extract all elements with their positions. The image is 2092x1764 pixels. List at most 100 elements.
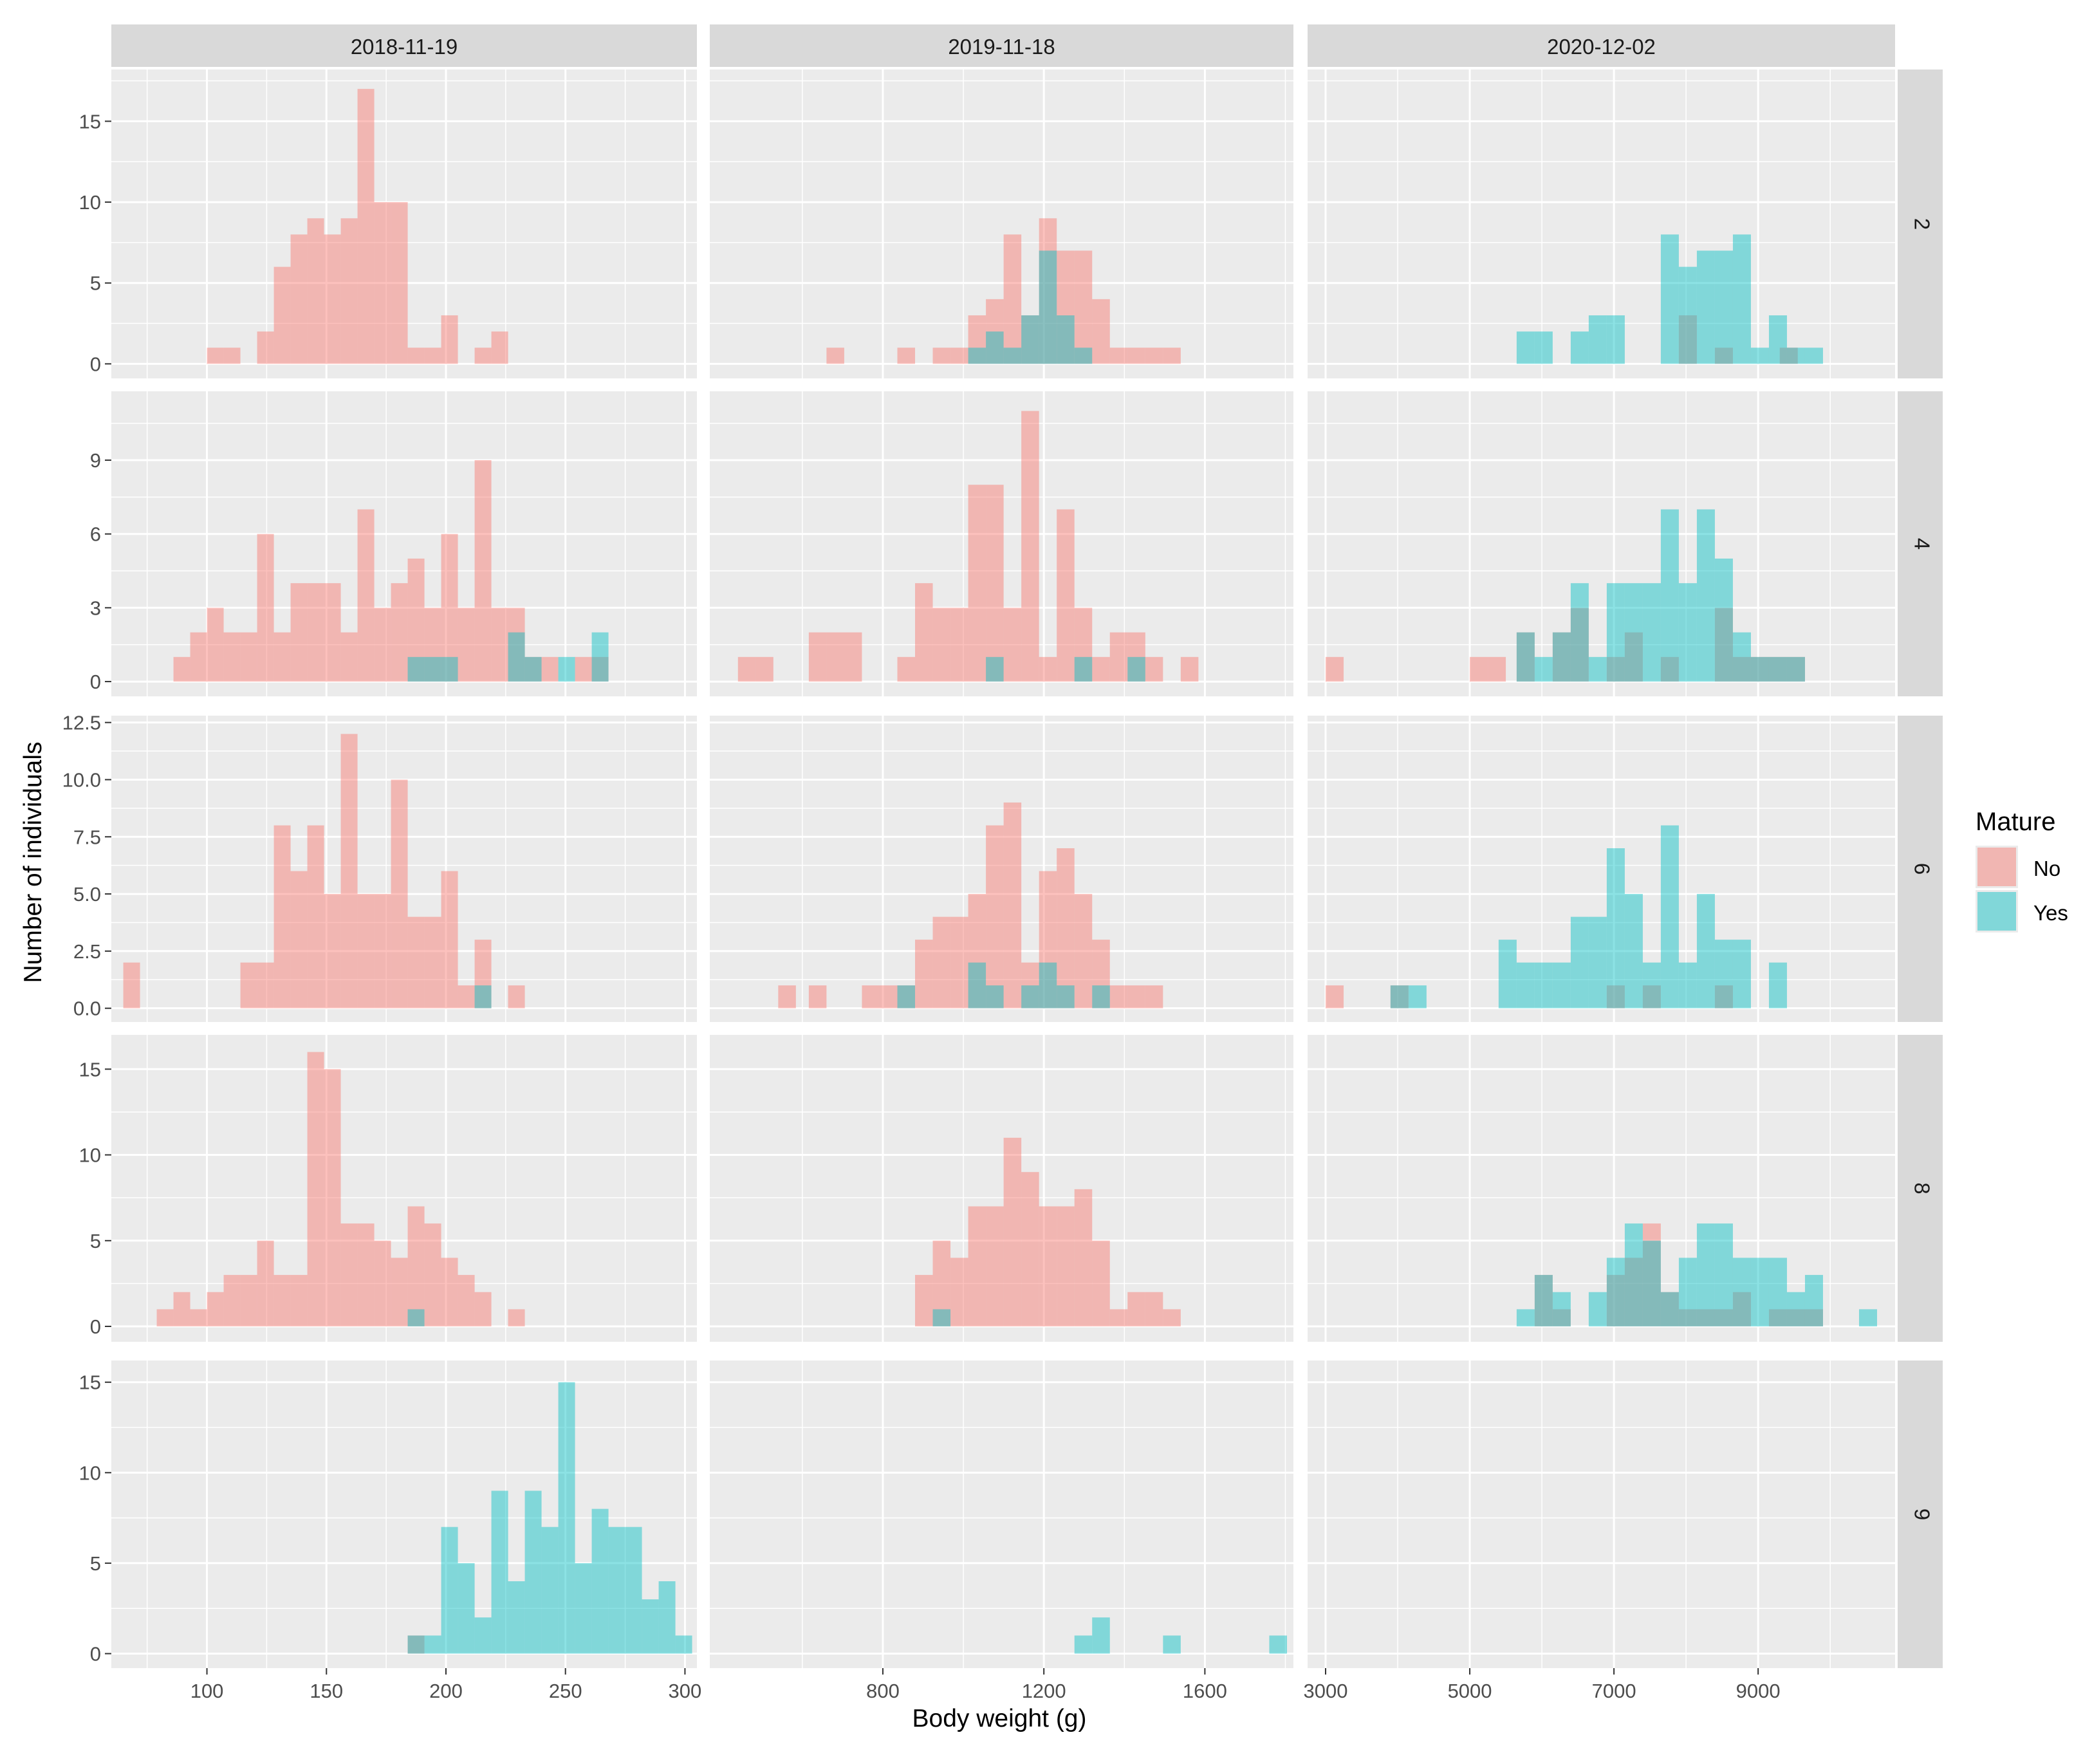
histogram-bar-no <box>173 1292 190 1327</box>
histogram-bar-no <box>508 985 525 1008</box>
histogram-bar-yes <box>1552 962 1571 1008</box>
histogram-bar-no <box>190 632 207 682</box>
histogram-bar-yes <box>1074 348 1093 364</box>
histogram-bar-no <box>340 1223 358 1327</box>
histogram-bar-yes <box>1588 315 1607 364</box>
histogram-bar-yes <box>1732 632 1751 682</box>
histogram-bar-no <box>307 583 324 682</box>
histogram-bar-no <box>915 1275 933 1327</box>
y-tick-label: 5.0 <box>73 883 101 905</box>
histogram-bar-no <box>357 89 375 364</box>
histogram-bar-no <box>391 1258 408 1327</box>
facet-strip-2018-11-19 <box>111 24 697 67</box>
histogram-bar-no <box>1092 299 1110 364</box>
histogram-bar-no <box>591 656 609 682</box>
histogram-bar-yes <box>424 656 441 682</box>
histogram-bar-no <box>1804 1309 1823 1327</box>
histogram-bar-yes <box>1786 348 1805 364</box>
histogram-bar-no <box>290 583 308 682</box>
panel-2018-11-19-6 <box>111 716 697 1022</box>
histogram-bar-no <box>340 734 358 1008</box>
histogram-bar-no <box>968 485 986 682</box>
histogram-bar-yes <box>1039 250 1057 364</box>
histogram-bar-yes <box>1534 331 1553 364</box>
histogram-bar-no <box>1039 656 1057 682</box>
histogram-bar-no <box>1074 608 1093 682</box>
histogram-bar-yes <box>1552 632 1571 682</box>
legend-label-no: No <box>2033 857 2060 880</box>
histogram-bar-no <box>1039 871 1057 1008</box>
histogram-bar-no <box>950 916 968 1008</box>
histogram-bar-yes <box>1163 1635 1181 1654</box>
histogram-bar-yes <box>1858 1309 1877 1327</box>
facet-row-label-6: 6 <box>1910 863 1934 875</box>
histogram-bar-no <box>424 348 441 364</box>
histogram-bar-yes <box>1498 940 1517 1008</box>
histogram-bar-no <box>273 266 291 364</box>
histogram-bar-no <box>424 916 441 1008</box>
facet-strip-2019-11-18 <box>710 24 1293 67</box>
histogram-bar-yes <box>508 632 525 682</box>
histogram-bar-yes <box>675 1635 692 1654</box>
histogram-bar-no <box>1003 802 1022 1008</box>
histogram-bar-no <box>968 1206 986 1327</box>
histogram-bar-yes <box>541 1527 559 1654</box>
histogram-bar-no <box>1516 632 1535 682</box>
histogram-bar-yes <box>1570 331 1589 364</box>
histogram-bar-yes <box>407 1635 425 1654</box>
histogram-bar-no <box>273 632 291 682</box>
histogram-bar-no <box>1326 985 1344 1008</box>
panel-2018-11-19-4 <box>111 391 697 696</box>
histogram-bar-no <box>1642 985 1661 1008</box>
panel-background <box>1308 716 1895 1022</box>
histogram-bar-yes <box>1588 656 1607 682</box>
x-tick-label: 800 <box>866 1680 900 1702</box>
histogram-bar-no <box>207 348 224 364</box>
histogram-bar-no <box>1003 608 1022 682</box>
y-tick-label: 3 <box>90 597 101 619</box>
histogram-bar-yes <box>1092 1617 1110 1654</box>
y-tick-label: 0 <box>90 671 101 693</box>
histogram-bar-no <box>1732 1292 1751 1327</box>
histogram-bar-no <box>968 315 986 364</box>
x-tick-label: 250 <box>549 1680 582 1702</box>
legend-key-no <box>1976 846 2018 888</box>
y-tick-label: 5 <box>90 1230 101 1252</box>
histogram-bar-no <box>474 348 492 364</box>
histogram-bar-yes <box>1057 985 1075 1008</box>
histogram-bar-no <box>1606 985 1625 1008</box>
histogram-bar-no <box>357 894 375 1008</box>
histogram-bar-yes <box>1269 1635 1287 1654</box>
histogram-bar-yes <box>1390 985 1409 1008</box>
histogram-bar-no <box>340 632 358 682</box>
panel-2018-11-19-9 <box>111 1360 697 1668</box>
panel-background <box>710 1035 1293 1342</box>
histogram-bar-yes <box>524 656 542 682</box>
legend-label-yes: Yes <box>2033 901 2068 925</box>
histogram-bar-yes <box>1642 962 1661 1008</box>
histogram-bar-no <box>844 632 862 682</box>
histogram-bar-no <box>986 299 1004 364</box>
histogram-bar-no <box>441 315 458 364</box>
histogram-bar-no <box>290 1275 308 1327</box>
histogram-bar-no <box>575 656 592 682</box>
histogram-bar-no <box>257 331 274 364</box>
histogram-bar-yes <box>1786 656 1805 682</box>
histogram-bar-no <box>879 985 898 1008</box>
histogram-bar-no <box>1021 1172 1039 1327</box>
panel-2019-11-18-8 <box>710 1035 1293 1342</box>
x-tick-label: 100 <box>190 1680 224 1702</box>
histogram-bar-yes <box>1678 583 1697 682</box>
histogram-bar-no <box>1074 250 1093 364</box>
histogram-bar-yes <box>591 1509 609 1654</box>
histogram-bar-no <box>1660 656 1679 682</box>
histogram-bar-no <box>240 632 257 682</box>
histogram-bar-no <box>1779 348 1798 364</box>
histogram-bar-no <box>190 1309 207 1327</box>
histogram-bar-yes <box>1516 1309 1535 1327</box>
histogram-bar-no <box>223 348 241 364</box>
histogram-bar-yes <box>575 1563 592 1654</box>
histogram-bar-no <box>458 985 475 1008</box>
histogram-bar-yes <box>625 1527 642 1654</box>
histogram-bar-yes <box>1588 916 1607 1008</box>
